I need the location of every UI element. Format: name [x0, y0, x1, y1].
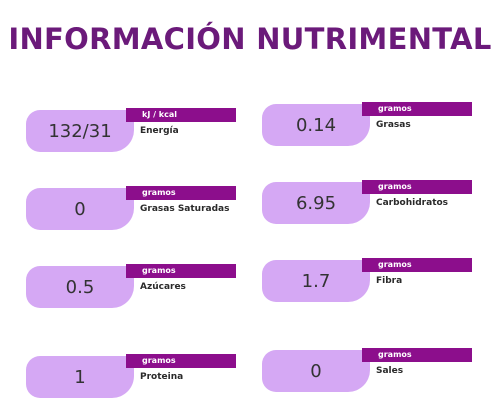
nutrient-value: 6.95 — [262, 182, 370, 224]
nutrient-label: Energía — [140, 126, 179, 136]
nutrient-unit: gramos — [362, 258, 472, 272]
nutrient-label: Proteina — [140, 372, 184, 382]
nutrient-label: Fibra — [376, 276, 403, 286]
nutrient-value: 0 — [262, 350, 370, 392]
nutrient-label: Carbohidratos — [376, 198, 449, 208]
nutrient-card-energia: 132/31 kJ / kcal Energía — [26, 108, 236, 152]
nutrient-value: 0.14 — [262, 104, 370, 146]
nutrient-card-proteina: 1 gramos Proteina — [26, 354, 236, 398]
nutrient-card-azucares: 0.5 gramos Azúcares — [26, 264, 236, 308]
nutrient-card-carbohidratos: 6.95 gramos Carbohidratos — [262, 180, 472, 224]
nutrient-label: Sales — [376, 366, 404, 376]
nutrient-value: 0 — [26, 188, 134, 230]
nutrient-card-grasas: 0.14 gramos Grasas — [262, 102, 472, 146]
nutrient-label: Azúcares — [140, 282, 186, 292]
nutrient-label: Grasas — [376, 120, 411, 130]
nutrient-unit: gramos — [362, 348, 472, 362]
nutrient-card-fibra: 1.7 gramos Fibra — [262, 258, 472, 302]
nutrient-unit: kJ / kcal — [126, 108, 236, 122]
nutrient-unit: gramos — [126, 354, 236, 368]
page-title: INFORMACIÓN NUTRIMENTAL — [8, 22, 492, 56]
nutrient-unit: gramos — [126, 264, 236, 278]
nutrient-card-grasas-saturadas: 0 gramos Grasas Saturadas — [26, 186, 236, 230]
nutrient-label: Grasas Saturadas — [140, 204, 230, 214]
nutrient-card-sales: 0 gramos Sales — [262, 348, 472, 392]
nutrient-unit: gramos — [362, 180, 472, 194]
nutrient-value: 1 — [26, 356, 134, 398]
nutrient-value: 132/31 — [26, 110, 134, 152]
nutrient-value: 1.7 — [262, 260, 370, 302]
nutrient-unit: gramos — [362, 102, 472, 116]
nutrient-value: 0.5 — [26, 266, 134, 308]
nutrient-unit: gramos — [126, 186, 236, 200]
